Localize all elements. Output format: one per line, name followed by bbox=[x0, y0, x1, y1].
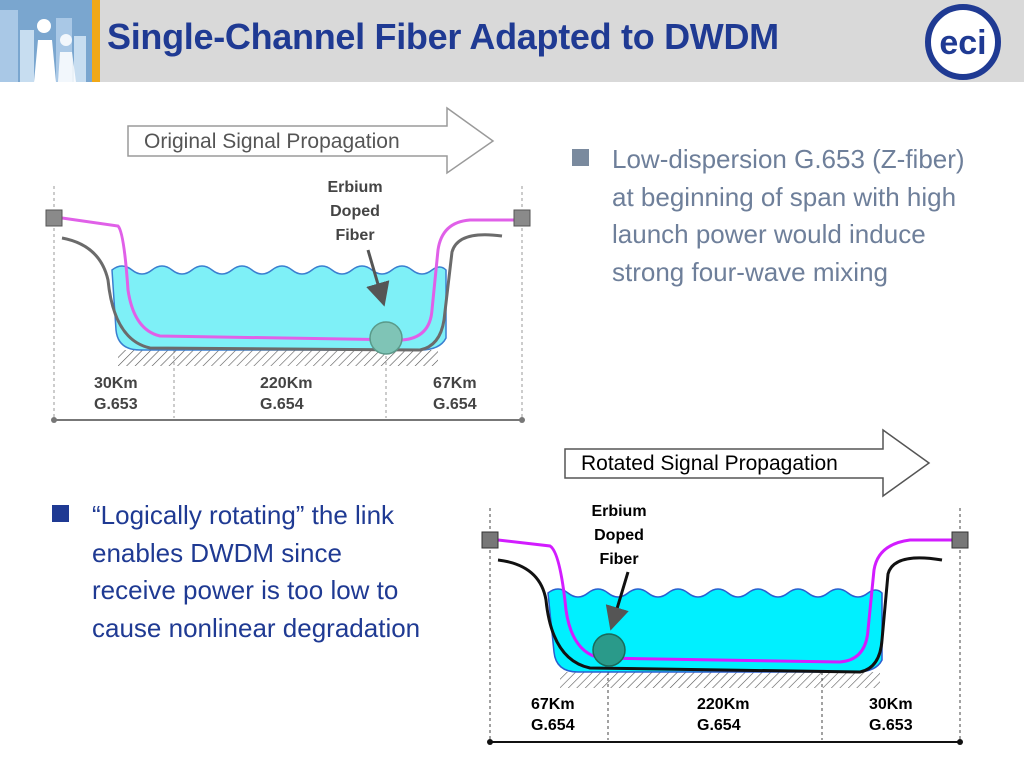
top-signal-curve bbox=[61, 216, 514, 342]
top-segment-2-label: 220Km G.654 bbox=[260, 375, 313, 413]
top-power-curve bbox=[61, 233, 503, 352]
bottom-receiver-icon bbox=[951, 531, 969, 549]
top-edf-icon bbox=[369, 321, 403, 355]
bullet-text: Low-dispersion G.653 (Z-fiber) at beginn… bbox=[612, 144, 965, 287]
bottom-water bbox=[547, 588, 883, 673]
bullet-text: “Logically rotating” the link enables DW… bbox=[92, 500, 421, 643]
top-segment-1-label: 30Km G.653 bbox=[94, 375, 138, 413]
bottom-arrow-label: Rotated Signal Propagation bbox=[581, 452, 838, 475]
top-propagation-arrow bbox=[127, 106, 495, 175]
bullet-square-icon bbox=[572, 149, 589, 166]
bottom-ground-hatch bbox=[560, 672, 880, 688]
bottom-segment-1-label: 67Km G.654 bbox=[531, 696, 575, 734]
top-receiver-icon bbox=[513, 209, 531, 227]
bottom-edf-label: Erbium Doped Fiber bbox=[591, 503, 647, 568]
slide-header bbox=[0, 0, 1024, 82]
city-people-decoration bbox=[0, 0, 100, 82]
top-water bbox=[111, 265, 447, 351]
top-edf-label: Erbium Doped Fiber bbox=[327, 179, 383, 244]
bottom-transmitter-icon bbox=[481, 531, 499, 549]
bottom-segment-2-label: 220Km G.654 bbox=[697, 696, 750, 734]
top-transmitter-icon bbox=[45, 209, 63, 227]
slide-title: Single-Channel Fiber Adapted to DWDM bbox=[107, 16, 779, 57]
bottom-power-curve bbox=[497, 556, 943, 674]
bottom-edf-pointer bbox=[605, 571, 630, 631]
top-arrow-label: Original Signal Propagation bbox=[144, 130, 400, 153]
top-edf-pointer bbox=[366, 249, 390, 307]
bottom-propagation-arrow bbox=[564, 428, 931, 498]
bullet-square-icon bbox=[52, 505, 69, 522]
eci-logo-icon: eci bbox=[925, 4, 1001, 80]
svg-text:eci: eci bbox=[939, 24, 986, 62]
top-segment-3-label: 67Km G.654 bbox=[433, 375, 477, 413]
bottom-segment-3-label: 30Km G.653 bbox=[869, 696, 913, 734]
top-ground-hatch bbox=[118, 350, 438, 366]
bottom-edf-icon bbox=[592, 633, 626, 667]
